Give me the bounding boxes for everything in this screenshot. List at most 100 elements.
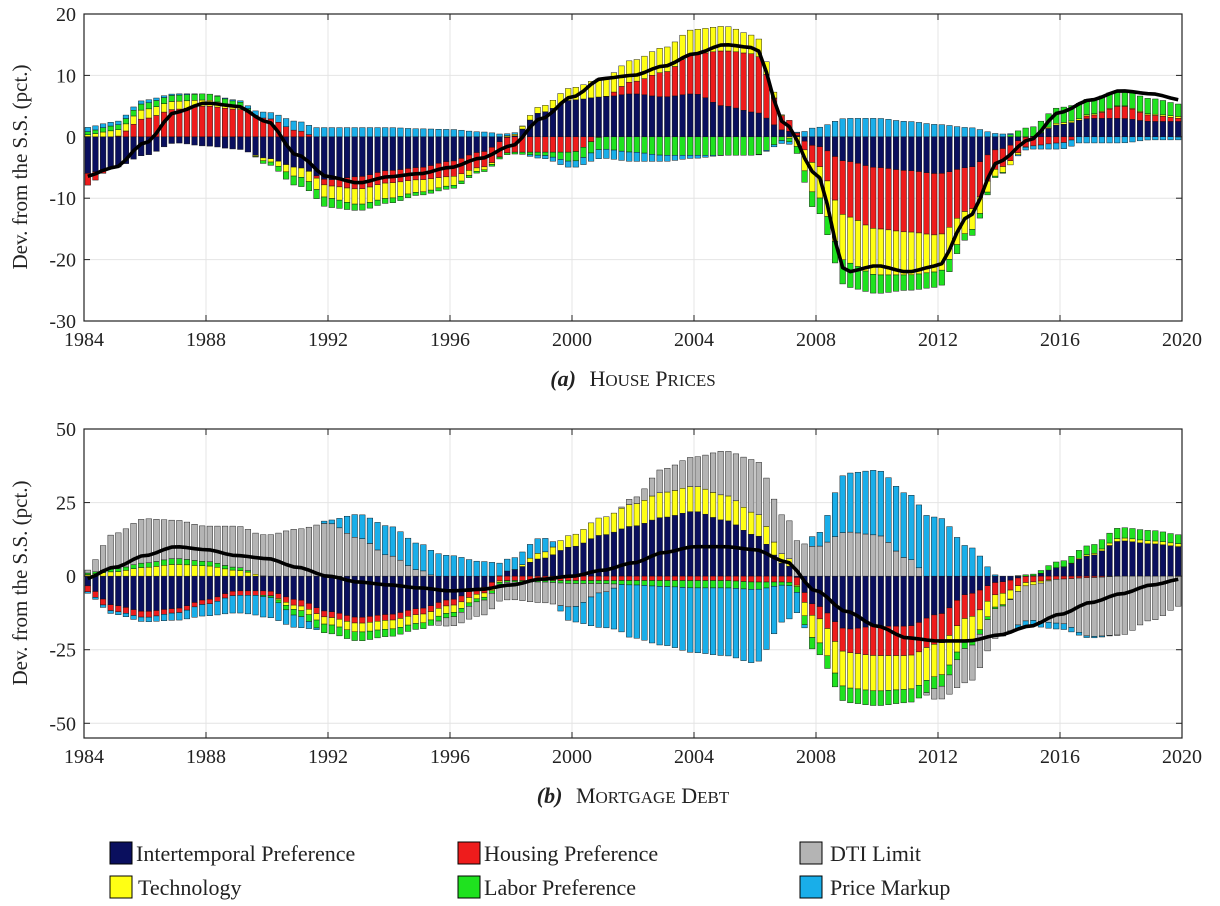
bar-labor <box>359 631 366 641</box>
bar-labor <box>153 561 160 567</box>
bar-intertemporal <box>115 575 122 607</box>
bar-intertemporal <box>1144 121 1151 138</box>
bar-markup <box>267 112 274 120</box>
bar-intertemporal <box>603 96 610 138</box>
bar-housing <box>1060 575 1067 580</box>
bar-labor <box>206 561 213 567</box>
bar-labor <box>199 93 206 101</box>
bar-technology <box>351 188 358 205</box>
bar-technology <box>664 491 671 518</box>
bar-intertemporal <box>260 136 267 159</box>
bar-intertemporal <box>885 575 892 627</box>
bar-housing <box>938 173 945 235</box>
bar-housing <box>755 56 762 114</box>
bar-markup <box>771 144 778 148</box>
bar-intertemporal <box>305 575 312 604</box>
bar-labor <box>908 688 915 703</box>
bar-dti <box>687 457 694 487</box>
bar-markup <box>801 131 808 138</box>
bar-technology <box>199 565 206 577</box>
bar-technology <box>938 642 945 675</box>
bar-intertemporal <box>450 136 457 162</box>
bar-intertemporal <box>877 575 884 627</box>
bar-dti <box>931 688 938 700</box>
bar-labor <box>481 169 488 172</box>
bar-markup <box>542 155 549 159</box>
bar-markup <box>420 544 427 572</box>
bar-markup <box>793 131 800 134</box>
bar-housing <box>534 136 541 153</box>
bar-intertemporal <box>854 136 861 164</box>
bar-labor <box>313 619 320 629</box>
bar-markup <box>222 597 229 615</box>
bar-labor <box>504 152 511 155</box>
bar-labor <box>755 581 762 590</box>
bar-labor <box>321 196 328 207</box>
bar-dti <box>1137 575 1144 626</box>
caption-b-text: MORTGAGE DEBT <box>576 783 730 808</box>
bar-technology <box>168 564 175 577</box>
bar-labor <box>542 151 549 156</box>
legend-label-intertemporal: Intertemporal Preference <box>136 841 355 866</box>
bar-dti <box>92 559 99 573</box>
bar-markup <box>527 154 534 157</box>
bar-labor <box>931 676 938 689</box>
bar-labor <box>374 629 381 639</box>
bar-intertemporal <box>1098 118 1105 138</box>
bar-labor <box>946 664 953 676</box>
bar-intertemporal <box>992 136 999 151</box>
x-tick-label: 2012 <box>918 746 958 768</box>
legend-swatch-housing <box>457 841 481 865</box>
bar-labor <box>84 572 91 575</box>
y-tick-label: 10 <box>56 65 76 87</box>
bar-dti <box>771 498 778 543</box>
bar-labor <box>687 580 694 589</box>
bar-labor <box>206 93 213 101</box>
bar-intertemporal <box>1015 575 1022 579</box>
bar-dti <box>641 488 648 501</box>
bar-housing <box>969 166 976 209</box>
bar-technology <box>603 516 610 535</box>
bar-intertemporal <box>999 136 1006 149</box>
legend-item-technology: Technology <box>109 875 242 900</box>
bar-intertemporal <box>748 534 755 577</box>
bar-markup <box>328 519 335 525</box>
bar-markup <box>488 562 495 577</box>
total-line-b <box>87 544 1179 643</box>
bar-dti <box>199 525 206 562</box>
bar-markup <box>153 615 160 622</box>
bar-housing <box>839 627 846 652</box>
bar-labor <box>458 608 465 613</box>
bar-markup <box>786 585 793 620</box>
bar-housing <box>877 625 884 656</box>
bar-markup <box>374 127 381 138</box>
bar-intertemporal <box>946 575 953 609</box>
bar-labor <box>466 175 473 178</box>
bar-intertemporal <box>641 94 648 138</box>
bar-dti <box>694 456 701 487</box>
bar-dti <box>397 559 404 577</box>
bar-intertemporal <box>946 136 953 172</box>
bar-markup <box>466 559 473 577</box>
bar-labor <box>427 189 434 194</box>
bar-technology <box>732 28 739 53</box>
bar-markup <box>328 127 335 138</box>
bar-markup <box>290 120 297 131</box>
bar-markup <box>122 114 129 119</box>
bar-technology <box>702 28 709 54</box>
bar-intertemporal <box>107 136 114 168</box>
y-tick-label: -10 <box>49 188 76 210</box>
bar-housing <box>824 612 831 629</box>
bar-housing <box>336 613 343 620</box>
bar-markup <box>443 129 450 138</box>
bar-markup <box>946 125 953 138</box>
bar-housing <box>328 179 335 187</box>
bar-labor <box>626 580 633 586</box>
bar-intertemporal <box>649 95 656 138</box>
bar-dti <box>549 582 556 605</box>
bar-markup <box>557 605 564 612</box>
bar-markup <box>435 553 442 577</box>
bar-labor <box>115 124 122 130</box>
bar-labor <box>488 164 495 167</box>
bar-labor <box>809 637 816 650</box>
